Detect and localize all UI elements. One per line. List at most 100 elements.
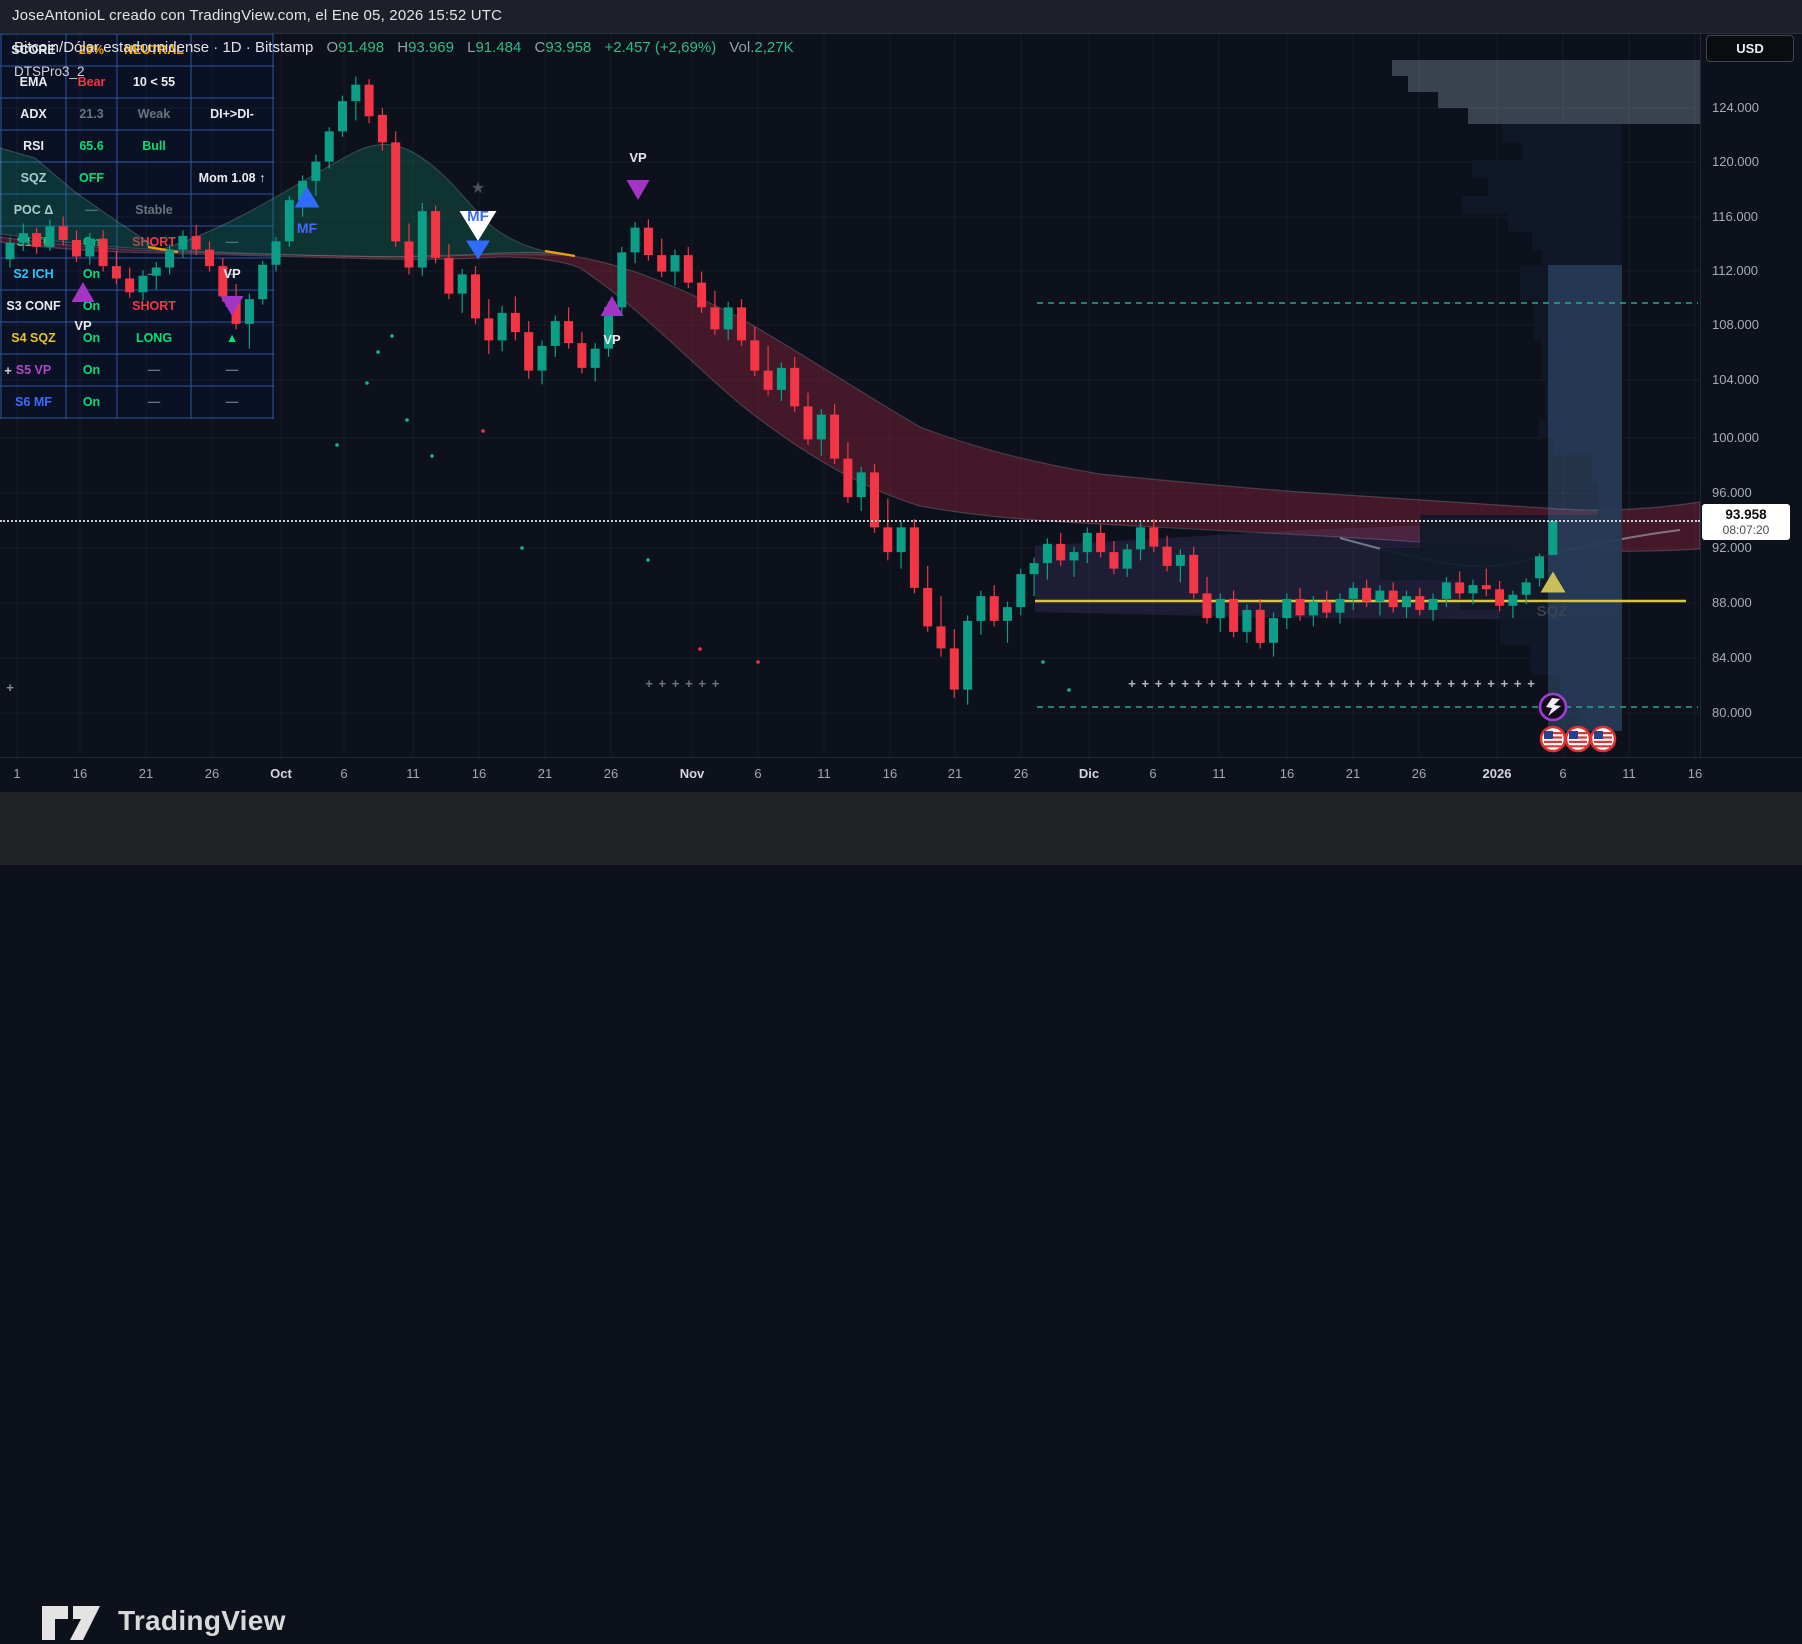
plus-marker: + bbox=[1487, 676, 1495, 691]
candle-body bbox=[1016, 574, 1026, 608]
price-tick-label: 104.000 bbox=[1712, 372, 1759, 387]
triangle-down-icon bbox=[626, 180, 650, 200]
table-cell-sig: ▲ bbox=[190, 321, 274, 355]
time-tick-label: 2026 bbox=[1482, 766, 1512, 781]
triangle-down-icon bbox=[466, 240, 490, 260]
candle-body bbox=[750, 340, 760, 371]
candle-body bbox=[710, 307, 720, 330]
candle-body bbox=[630, 227, 640, 253]
candle-body bbox=[617, 252, 627, 308]
candle-body bbox=[949, 648, 959, 690]
table-cell-status: — bbox=[116, 353, 192, 387]
marker-label: VP bbox=[74, 318, 92, 333]
candle-body bbox=[364, 84, 374, 117]
time-tick-label: 6 bbox=[754, 766, 762, 781]
plus-marker: + bbox=[1142, 676, 1150, 691]
table-cell-sig bbox=[190, 65, 274, 99]
time-tick-label: 16 bbox=[1687, 766, 1703, 781]
candle-body bbox=[1042, 543, 1052, 564]
candle-body bbox=[1335, 598, 1345, 613]
table-cell-name: ADX bbox=[0, 97, 67, 131]
signal-dot-green bbox=[405, 418, 409, 422]
symbol-header[interactable]: Bitcoin/Dólar estadounidense · 1D · Bits… bbox=[14, 39, 794, 56]
tradingview-logo[interactable]: TradingView bbox=[40, 1598, 286, 1644]
time-tick-label: 16 bbox=[72, 766, 88, 781]
time-tick-label: Dic bbox=[1078, 766, 1100, 781]
volume-profile-bar bbox=[1538, 420, 1622, 437]
candle-body bbox=[1003, 607, 1012, 621]
volume-profile-bar bbox=[1472, 160, 1622, 178]
table-cell-status: SHORT bbox=[116, 225, 192, 259]
candle-body bbox=[404, 241, 414, 268]
candle-body bbox=[1122, 549, 1132, 569]
candle-body bbox=[803, 406, 813, 440]
table-cell-value: On bbox=[65, 385, 118, 419]
candle-body bbox=[1375, 590, 1385, 602]
currency-usd-button[interactable]: USD bbox=[1706, 35, 1794, 62]
current-price-value: 93.958 bbox=[1725, 507, 1767, 522]
candle-body bbox=[1189, 554, 1199, 594]
candle-body bbox=[165, 249, 175, 268]
candle-body bbox=[85, 238, 95, 257]
candle-body bbox=[1269, 618, 1278, 643]
candle-body bbox=[417, 211, 427, 268]
price-tick-label: 96.000 bbox=[1712, 485, 1752, 500]
candle-body bbox=[1215, 598, 1225, 619]
volume-label: Vol. bbox=[729, 39, 755, 56]
table-cell-sig bbox=[190, 33, 274, 67]
plus-marker: + bbox=[1181, 676, 1189, 691]
table-row: POC Δ—Stable bbox=[0, 193, 274, 227]
table-cell-status: 10 < 55 bbox=[116, 65, 192, 99]
time-tick-label: 26 bbox=[204, 766, 220, 781]
table-row: S4 SQZ On LONG ▲ bbox=[0, 321, 274, 355]
marker-label: MF bbox=[467, 208, 489, 225]
plus-marker: + bbox=[1354, 676, 1362, 691]
candle-body bbox=[870, 472, 879, 528]
candle-body bbox=[284, 200, 294, 242]
candle-body bbox=[1441, 582, 1451, 599]
plus-marker: + bbox=[1434, 676, 1442, 691]
plus-marker: + bbox=[672, 676, 680, 691]
flag-stripe bbox=[1544, 745, 1562, 748]
volume-profile-bar bbox=[1438, 92, 1700, 108]
table-cell-sig: Mom 1.08 ↑ bbox=[190, 161, 274, 195]
table-cell-status: Stable bbox=[116, 193, 192, 227]
candle-body bbox=[1295, 598, 1305, 616]
close-value: 93.958 bbox=[545, 39, 592, 56]
candle-body bbox=[1362, 587, 1372, 602]
time-tick-label: 11 bbox=[406, 766, 420, 781]
candle-body bbox=[151, 267, 161, 276]
volume-profile-bar bbox=[1553, 437, 1622, 455]
plus-marker: + bbox=[1461, 676, 1469, 691]
plus-marker: + bbox=[1221, 676, 1229, 691]
time-tick-label: 6 bbox=[1559, 766, 1567, 781]
indicator-name[interactable]: DTSPro3_2 bbox=[14, 64, 85, 79]
table-cell-status: Bull bbox=[116, 129, 192, 163]
volume-profile-bar bbox=[1522, 142, 1622, 160]
time-tick-label: 21 bbox=[947, 766, 963, 781]
candle-body bbox=[471, 274, 480, 319]
table-cell-sig: — bbox=[190, 353, 274, 387]
volume-profile-bar bbox=[1502, 124, 1622, 142]
plus-marker: + bbox=[698, 676, 706, 691]
volume-profile-bar bbox=[1560, 675, 1622, 705]
chart-canvas[interactable]: + + + + + + + + + + + + + + + + + + + + + + + + + + + + + + + + + + + + + + + V… bbox=[0, 0, 1802, 792]
volume-profile-bar bbox=[1520, 266, 1622, 300]
table-cell-value: 21.3 bbox=[65, 97, 118, 131]
candle-body bbox=[1082, 532, 1092, 553]
volume-profile-bar bbox=[1462, 196, 1622, 214]
plus-marker: + bbox=[1208, 676, 1216, 691]
symbol-title[interactable]: Bitcoin/Dólar estadounidense · 1D · Bits… bbox=[14, 39, 314, 56]
candle-body bbox=[324, 131, 334, 162]
plus-marker: + bbox=[1341, 676, 1349, 691]
plus-marker: + bbox=[1195, 676, 1203, 691]
table-cell-name: SCORE bbox=[0, 33, 67, 67]
candle-body bbox=[843, 458, 853, 498]
flag-stripe bbox=[1594, 740, 1612, 743]
candle-body bbox=[231, 296, 241, 324]
candle-body bbox=[670, 255, 680, 272]
candle-body bbox=[1136, 527, 1145, 550]
volume-profile-bar bbox=[1408, 76, 1700, 92]
table-row: SCORE 29% NEUTRAL bbox=[0, 33, 274, 67]
volume-profile-bar bbox=[1542, 250, 1622, 266]
